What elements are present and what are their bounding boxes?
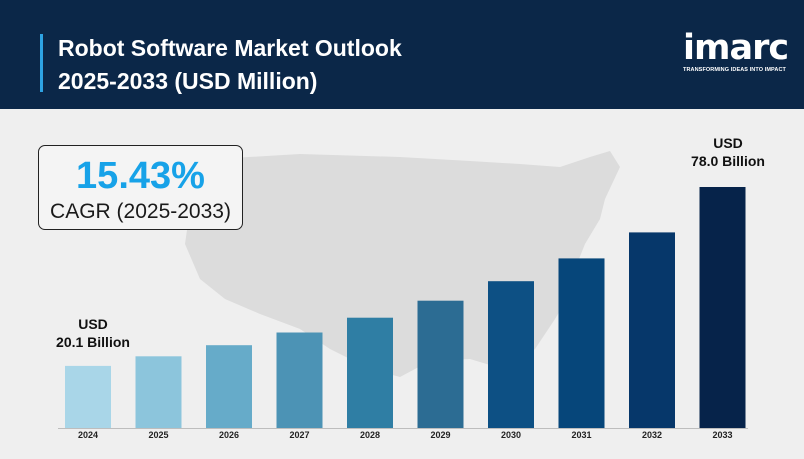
- start-value-annotation: USD 20.1 Billion: [48, 315, 138, 351]
- bar-2026: [206, 345, 252, 428]
- page-title: Robot Software Market Outlook 2025-2033 …: [58, 32, 578, 98]
- start-annotation-line-1: USD: [78, 316, 108, 332]
- bar-2030: [488, 281, 534, 428]
- header-banner: Robot Software Market Outlook 2025-2033 …: [0, 0, 804, 109]
- bar-2033: [699, 187, 746, 428]
- end-value-annotation: USD 78.0 Billion: [673, 134, 783, 170]
- x-tick-label-2030: 2030: [501, 430, 521, 440]
- bar-2025: [135, 356, 182, 428]
- imarc-logo: imarc TRANSFORMING IDEAS INTO IMPACT: [683, 30, 791, 80]
- x-tick-label-2024: 2024: [78, 430, 98, 440]
- title-line-2: 2025-2033 (USD Million): [58, 68, 318, 94]
- x-tick-label-2032: 2032: [642, 430, 662, 440]
- x-tick-label-2033: 2033: [712, 430, 732, 440]
- logo-word: imarc: [683, 28, 789, 68]
- end-annotation-line-1: USD: [713, 135, 743, 151]
- bar-2029: [417, 300, 464, 428]
- x-tick-label-2027: 2027: [289, 430, 309, 440]
- bar-2032: [629, 232, 675, 428]
- cagr-box: 15.43% CAGR (2025-2033): [38, 145, 243, 230]
- title-line-1: Robot Software Market Outlook: [58, 35, 402, 61]
- bar-2028: [347, 317, 393, 428]
- bar-2031: [558, 258, 605, 428]
- cagr-label: CAGR (2025-2033): [50, 200, 231, 223]
- cagr-value: 15.43%: [76, 155, 205, 197]
- logo-tagline: TRANSFORMING IDEAS INTO IMPACT: [683, 67, 787, 73]
- bar-2027: [276, 332, 323, 428]
- start-annotation-line-2: 20.1 Billion: [56, 334, 130, 350]
- title-accent-bar: [40, 34, 43, 92]
- end-annotation-line-2: 78.0 Billion: [691, 153, 765, 169]
- x-tick-label-2031: 2031: [571, 430, 591, 440]
- x-tick-label-2025: 2025: [148, 430, 168, 440]
- bar-2024: [65, 365, 111, 428]
- x-tick-label-2028: 2028: [360, 430, 380, 440]
- x-tick-label-2026: 2026: [219, 430, 239, 440]
- x-tick-label-2029: 2029: [430, 430, 450, 440]
